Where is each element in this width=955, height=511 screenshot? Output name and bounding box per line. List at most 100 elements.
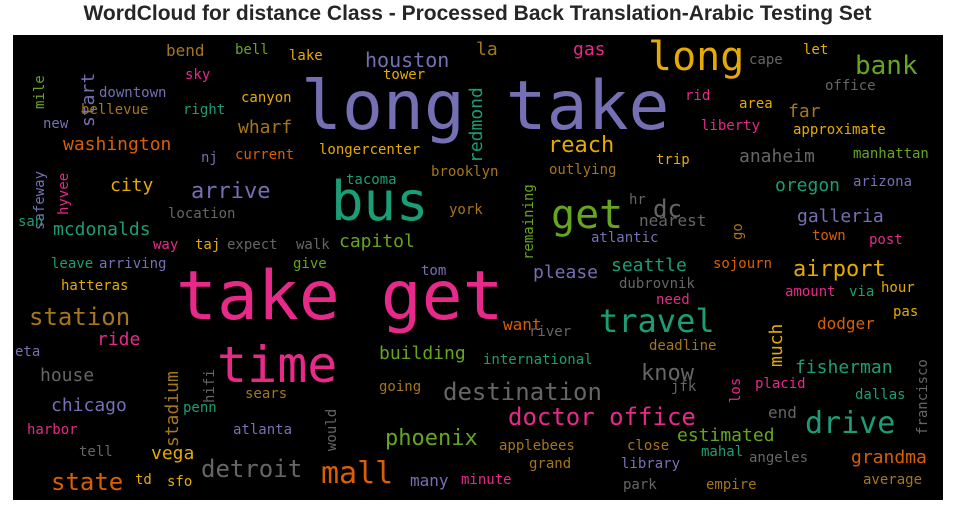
word-library: library (621, 456, 681, 472)
word-washington: washington (63, 134, 172, 155)
word-longercenter: longercenter (319, 142, 421, 158)
word-hatteras: hatteras (61, 278, 129, 294)
word-empire: empire (706, 477, 757, 493)
word-state: state (51, 468, 124, 496)
word-dodger: dodger (817, 314, 875, 333)
word-give: give (293, 256, 327, 272)
word-bend: bend (166, 41, 205, 60)
word-oregon: oregon (775, 175, 841, 196)
word-nearest: nearest (639, 211, 707, 230)
word-hour: hour (881, 280, 915, 296)
word-francisco: francisco (915, 359, 931, 435)
word-location: location (168, 206, 236, 222)
word-trip: trip (656, 152, 690, 168)
word-mcdonalds: mcdonalds (53, 219, 151, 240)
word-la: la (476, 39, 498, 60)
word-international: international (483, 352, 593, 368)
word-cloud: long take take get bus time long get ban… (13, 35, 943, 500)
word-eta: eta (15, 344, 41, 360)
word-placid: placid (755, 376, 806, 392)
word-nj: nj (201, 150, 218, 166)
word-time: time (217, 336, 338, 394)
word-average: average (863, 472, 923, 488)
word-far: far (788, 101, 821, 122)
word-angeles: angeles (749, 450, 809, 466)
word-need: need (656, 292, 690, 308)
word-city: city (110, 175, 154, 196)
word-redmond: redmond (466, 87, 487, 163)
word-stadium: stadium (162, 371, 183, 447)
word-want: want (503, 315, 542, 334)
word-doctor-office: doctor office (508, 403, 696, 431)
word-going: going (379, 379, 422, 395)
word-walk: walk (296, 237, 330, 253)
word-brooklyn: brooklyn (431, 164, 499, 180)
word-sfo: sfo (167, 474, 193, 490)
word-dubrovnik: dubrovnik (619, 276, 695, 292)
word-harbor: harbor (27, 422, 78, 438)
word-bank: bank (855, 51, 918, 81)
word-way: way (153, 237, 179, 253)
word-reach: reach (548, 133, 615, 158)
word-dc: dc (653, 195, 682, 223)
word-via: via (849, 284, 875, 300)
word-park: park (623, 477, 657, 493)
word-mile: mile (32, 75, 48, 109)
word-san: san (18, 214, 44, 230)
word-much: much (766, 323, 787, 367)
word-wharf: wharf (238, 117, 293, 138)
word-atlanta: atlanta (233, 422, 293, 438)
word-approximate: approximate (793, 122, 886, 138)
word-tom: tom (421, 263, 447, 279)
word-gas: gas (573, 39, 606, 60)
word-los: los (728, 377, 744, 403)
word-expect: expect (227, 237, 278, 253)
word-detroit: detroit (201, 455, 303, 483)
word-mahal: mahal (701, 444, 744, 460)
word-vega: vega (151, 443, 195, 464)
word-rid: rid (685, 88, 711, 104)
word-estimated: estimated (677, 425, 775, 446)
word-houston: houston (365, 48, 450, 72)
word-galleria: galleria (797, 206, 884, 227)
word-hifi: hifi (202, 369, 218, 403)
word-town: town (812, 228, 846, 244)
word-current: current (235, 147, 295, 163)
word-chicago: chicago (51, 395, 127, 416)
word-river: river (529, 324, 572, 340)
word-station: station (29, 303, 131, 331)
word-long: long (648, 35, 745, 80)
word-td: td (135, 472, 152, 488)
word-applebees: applebees (499, 438, 575, 454)
word-arriving: arriving (99, 256, 167, 272)
word-start: start (78, 72, 99, 127)
word-canyon: canyon (241, 90, 292, 106)
word-lake: lake (289, 48, 323, 64)
word-tacoma: tacoma (346, 172, 397, 188)
word-atlantic: atlantic (591, 230, 659, 246)
word-amount: amount (785, 284, 836, 300)
word-arizona: arizona (853, 174, 913, 190)
word-let: let (803, 42, 829, 58)
word-fisherman: fisherman (795, 357, 893, 378)
word-sky: sky (185, 67, 211, 83)
word-building: building (379, 343, 466, 364)
word-area: area (739, 96, 773, 112)
word-close: close (627, 438, 670, 454)
word-please: please (533, 262, 599, 283)
word-deadline: deadline (649, 338, 717, 354)
word-anaheim: anaheim (739, 146, 815, 167)
word-office: office (825, 78, 876, 94)
word-new: new (43, 116, 69, 132)
word-end: end (768, 403, 797, 422)
word-tower: tower (383, 67, 426, 83)
word-bellevue: bellevue (81, 102, 149, 118)
word-hyvee: hyvee (56, 172, 72, 215)
word-york: york (449, 202, 483, 218)
word-cape: cape (749, 52, 783, 68)
word-arrive: arrive (191, 179, 271, 204)
word-drive: drive (805, 406, 896, 441)
word-leave: leave (51, 256, 94, 272)
word-ride: ride (97, 329, 141, 350)
word-destination: destination (443, 378, 602, 406)
